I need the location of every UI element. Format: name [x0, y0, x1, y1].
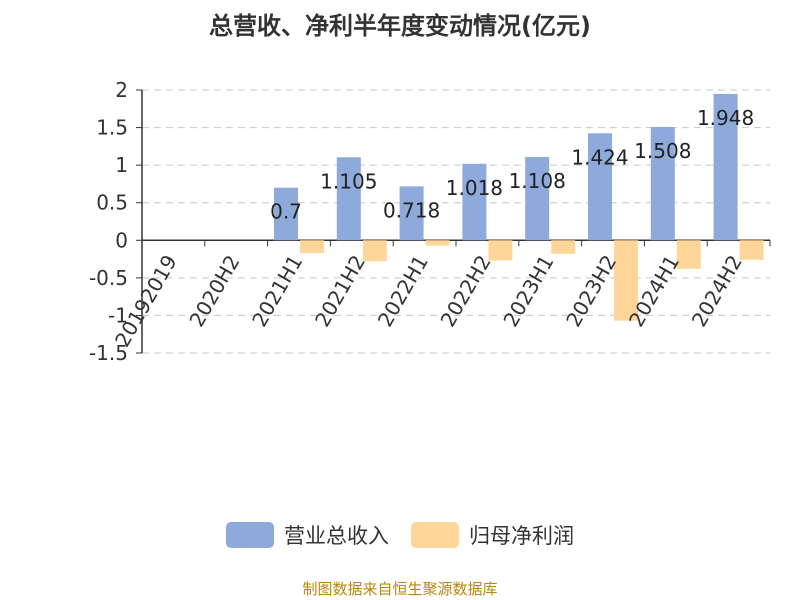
y-tick-label: -0.5 [89, 266, 128, 290]
x-tick-label: 2023H2 [561, 251, 621, 331]
revenue-data-label: 0.7 [270, 200, 302, 224]
x-tick-label: 2023H1 [498, 251, 558, 331]
data-source-note: 制图数据来自恒生聚源数据库 [302, 580, 498, 598]
revenue-bar [713, 93, 738, 241]
y-tick-label: 0.5 [96, 191, 128, 215]
legend-item-revenue[interactable]: 营业总收入 [226, 520, 389, 550]
net-profit-bar [425, 240, 450, 246]
net-profit-bar [488, 240, 513, 261]
net-profit-bar [362, 240, 387, 262]
revenue-bar [462, 163, 487, 241]
net-profit-bar [676, 240, 701, 269]
revenue-bar [399, 186, 424, 241]
y-tick-label: 1 [115, 153, 128, 177]
net-profit-bar [739, 240, 764, 260]
legend-label-revenue: 营业总收入 [284, 524, 389, 548]
net-profit-bar [551, 240, 576, 254]
legend-item-net-profit[interactable]: 归母净利润 [411, 520, 574, 550]
net-profit-bar [300, 240, 324, 254]
revenue-bar [336, 157, 361, 241]
y-tick-label: -1 [108, 303, 128, 327]
x-tick-label: 2020H2 [184, 251, 244, 331]
legend-swatch-net-profit [411, 522, 459, 548]
revenue-data-label: 1.948 [697, 106, 754, 130]
y-tick-label: 1.5 [96, 116, 128, 140]
y-tick-label: -1.5 [89, 341, 128, 365]
x-tick-label: 2021H2 [310, 251, 370, 331]
revenue-data-label: 1.508 [634, 139, 691, 163]
revenue-data-label: 0.718 [383, 198, 440, 222]
revenue-bar [274, 187, 298, 241]
legend-swatch-revenue [226, 522, 274, 548]
x-tick-label: 2022H1 [373, 251, 433, 331]
revenue-data-label: 1.108 [509, 169, 566, 193]
y-tick-label: 2 [115, 78, 128, 102]
revenue-data-label: 1.018 [446, 176, 503, 200]
revenue-data-label: 1.105 [320, 169, 377, 193]
chart-title: 总营收、净利半年度变动情况(亿元) [209, 12, 591, 40]
legend-label-net-profit: 归母净利润 [469, 524, 574, 548]
x-tick-label: 2021H1 [247, 251, 307, 331]
y-tick-label: 0 [115, 228, 128, 252]
revenue-bar [525, 157, 550, 241]
revenue-bar [588, 133, 612, 241]
revenue-data-label: 1.424 [571, 145, 628, 169]
net-profit-bar [614, 240, 638, 321]
revenue-bar [650, 126, 675, 241]
legend: 营业总收入 归母净利润 [0, 520, 800, 550]
x-tick-label: 2022H2 [436, 251, 496, 331]
